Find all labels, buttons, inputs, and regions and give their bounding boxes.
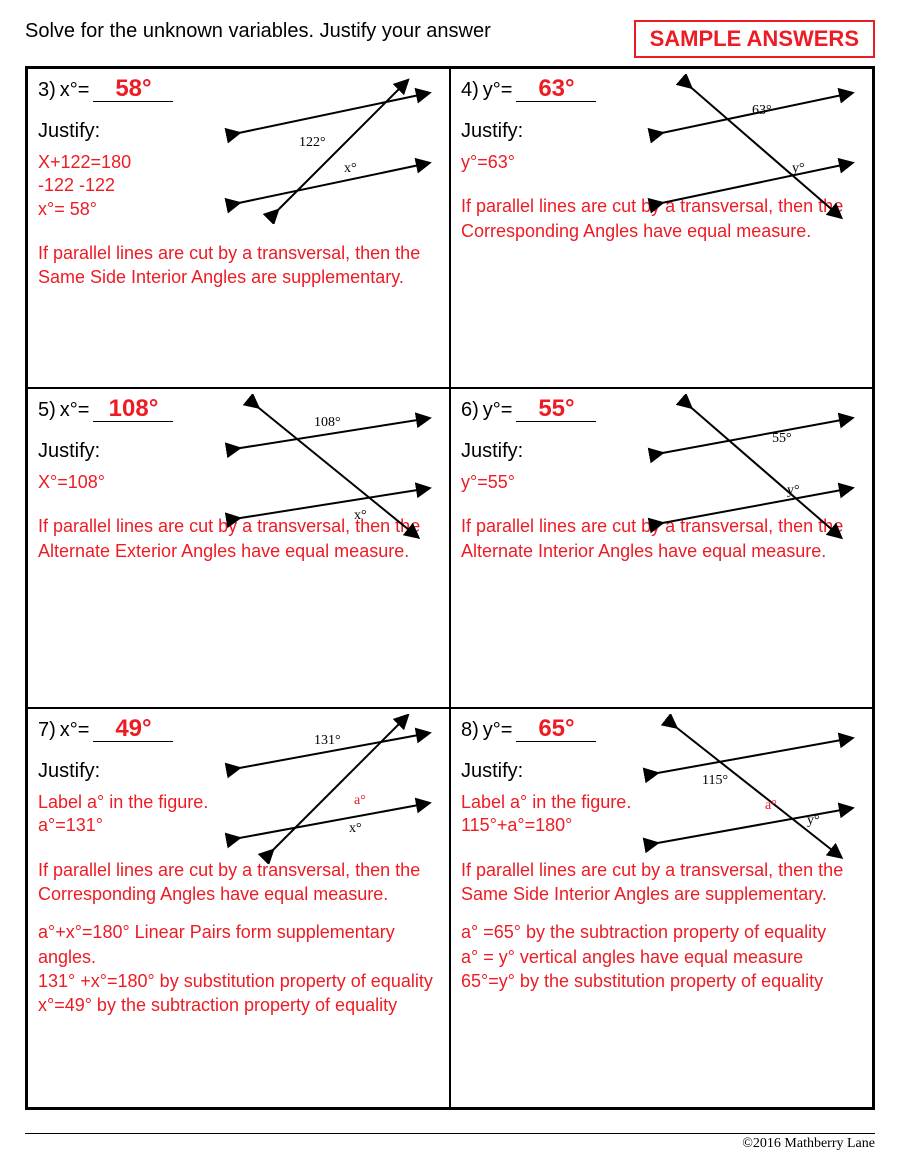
answer-value: 63° [516, 77, 596, 102]
copyright-footer: ©2016 Mathberry Lane [25, 1133, 875, 1152]
diagram-8: 115° a° y° [637, 714, 867, 864]
diagram-7: 131° a° x° [214, 714, 444, 864]
svg-text:131°: 131° [314, 733, 341, 748]
variable-label: x°= [60, 79, 90, 102]
problem-number: 3) [38, 79, 56, 102]
theorem-text: If parallel lines are cut by a transvers… [38, 858, 439, 907]
diagram-3: 122° x° [214, 74, 444, 224]
variable-label: x°= [60, 719, 90, 742]
variable-label: y°= [483, 719, 513, 742]
instruction-text: Solve for the unknown variables. Justify… [25, 20, 491, 43]
answer-value: 55° [516, 397, 596, 422]
svg-text:122°: 122° [299, 135, 326, 150]
problem-8: 8) y°= 65° Justify: Label a° in the figu… [450, 708, 873, 1108]
answer-value: 58° [93, 77, 173, 102]
problem-number: 4) [461, 79, 479, 102]
svg-text:55°: 55° [772, 431, 792, 446]
answer-value: 65° [516, 717, 596, 742]
answer-value: 49° [93, 717, 173, 742]
problem-number: 8) [461, 719, 479, 742]
diagram-6: 55° y° [637, 394, 867, 544]
problem-3: 3) x°= 58° Justify: X+122=180 -122 -122 … [27, 68, 450, 388]
variable-label: y°= [483, 79, 513, 102]
svg-text:a°: a° [765, 798, 777, 813]
svg-text:115°: 115° [702, 773, 728, 788]
svg-text:63°: 63° [752, 103, 772, 118]
theorem-text: If parallel lines are cut by a transvers… [38, 241, 439, 290]
svg-text:y°: y° [807, 813, 820, 828]
problem-5: 5) x°= 108° Justify: X°=108° If parallel… [27, 388, 450, 708]
svg-text:y°: y° [787, 483, 800, 498]
problem-number: 5) [38, 399, 56, 422]
extra-steps: a°+x°=180° Linear Pairs form supplementa… [38, 920, 439, 1017]
variable-label: y°= [483, 399, 513, 422]
worksheet-grid: 3) x°= 58° Justify: X+122=180 -122 -122 … [25, 66, 875, 1110]
svg-text:x°: x° [344, 161, 357, 176]
svg-text:x°: x° [354, 508, 367, 523]
answer-value: 108° [93, 397, 173, 422]
extra-steps: a° =65° by the subtraction property of e… [461, 920, 862, 993]
diagram-4: 63° y° [637, 74, 867, 224]
svg-text:a°: a° [354, 793, 366, 808]
svg-text:x°: x° [349, 821, 362, 836]
svg-text:108°: 108° [314, 415, 341, 430]
sample-answers-banner: SAMPLE ANSWERS [634, 20, 875, 58]
problem-6: 6) y°= 55° Justify: y°=55° If parallel l… [450, 388, 873, 708]
problem-number: 7) [38, 719, 56, 742]
diagram-5: 108° x° [214, 394, 444, 544]
theorem-text: If parallel lines are cut by a transvers… [461, 858, 862, 907]
problem-4: 4) y°= 63° Justify: y°=63° If parallel l… [450, 68, 873, 388]
svg-text:y°: y° [792, 161, 805, 176]
variable-label: x°= [60, 399, 90, 422]
problem-7: 7) x°= 49° Justify: Label a° in the figu… [27, 708, 450, 1108]
problem-number: 6) [461, 399, 479, 422]
